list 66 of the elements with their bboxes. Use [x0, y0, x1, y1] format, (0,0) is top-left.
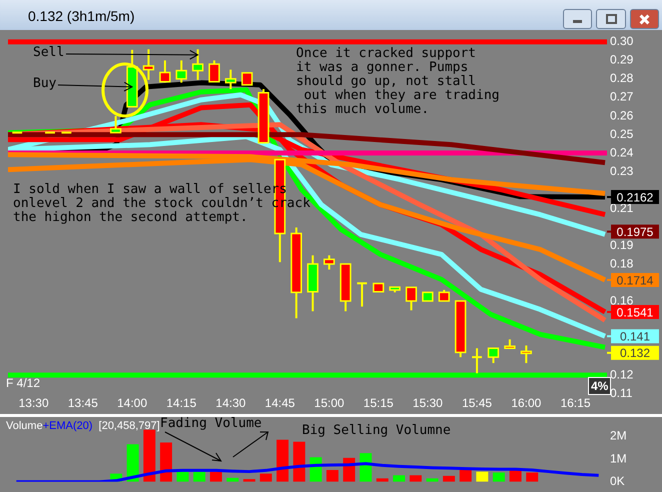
bar	[160, 442, 172, 482]
bar	[410, 475, 422, 482]
x-tick-label: 15:00	[314, 396, 345, 410]
data-label: 0.1541	[616, 305, 654, 320]
annotation: F 4/12	[6, 376, 40, 390]
annotation: Sell	[33, 45, 64, 60]
y-tick-label: 0.27	[610, 90, 634, 104]
x-tick-label: 16:00	[511, 396, 542, 410]
text: +EMA(20)	[42, 420, 93, 432]
text: 0.132	[620, 346, 650, 360]
x-tick-label: 15:45	[462, 396, 492, 410]
x-tick-label: 15:15	[363, 396, 394, 410]
x-tick-label: 14:15	[166, 396, 197, 410]
annotation: [20,458,797]	[98, 420, 160, 432]
y-tick-label: 0.29	[610, 52, 634, 67]
bar	[243, 479, 256, 482]
bar	[492, 472, 505, 482]
bar	[293, 442, 306, 482]
annotation: 0.1975	[616, 224, 654, 239]
x-tick-label: 13:45	[68, 396, 98, 410]
x-tick-label: 15:30	[412, 396, 444, 410]
y-tick-label: 2M	[610, 428, 627, 443]
x-tick-label: 16:15	[560, 396, 591, 410]
y-tick-label: 0.18	[610, 256, 634, 270]
x-tick-label: 14:30	[216, 396, 246, 410]
y-tick-label: 0.12	[610, 367, 634, 382]
data-label: 0.1714	[616, 273, 654, 288]
y-tick-label: 0.19	[610, 238, 634, 252]
bar	[210, 472, 222, 482]
y-tick-label: 0.25	[610, 126, 634, 141]
annotation: Volume	[6, 420, 43, 432]
y-tick-label: 0.28	[610, 71, 634, 86]
bar	[276, 440, 289, 482]
bar	[226, 478, 239, 482]
bar	[476, 472, 488, 482]
x-tick-label: 13:30	[18, 396, 49, 410]
annotation: Once it cracked support it was a gonner. Pumps should go up, not stall out when they are trading this much volume.	[296, 46, 500, 117]
bar	[143, 430, 156, 482]
candlestick	[356, 282, 368, 308]
y-tick-label: 0.24	[610, 145, 634, 160]
bar	[460, 470, 472, 482]
y-tick-label: 1M	[610, 451, 627, 466]
bar	[126, 444, 139, 482]
data-label: 0.141	[620, 330, 650, 344]
chart-title: 0.132 (3h1m/5m)	[28, 8, 135, 24]
annotation: Fading Volume	[160, 416, 262, 431]
x-tick-label: 14:45	[264, 396, 296, 410]
x-tick-label: 14:00	[117, 396, 148, 410]
candlestick	[241, 72, 253, 86]
bar	[442, 476, 455, 482]
y-tick-label: 0.11	[610, 386, 633, 400]
y-tick-label: 0.30	[610, 34, 634, 48]
y-tick-label: 0.16	[610, 293, 634, 308]
bar	[526, 472, 538, 482]
y-tick-label: 0.26	[610, 108, 634, 122]
annotation: Buy	[33, 76, 56, 91]
bar	[326, 470, 338, 482]
annotation: 4%	[588, 377, 612, 395]
bar	[260, 474, 272, 482]
y-tick-label: 0.23	[610, 164, 634, 178]
candlestick	[471, 347, 483, 374]
bar	[393, 475, 406, 482]
bar	[193, 472, 206, 482]
y-tick-label: 0K	[610, 474, 625, 488]
annotation: Big Selling Volumne	[302, 423, 451, 438]
bar	[176, 472, 189, 482]
